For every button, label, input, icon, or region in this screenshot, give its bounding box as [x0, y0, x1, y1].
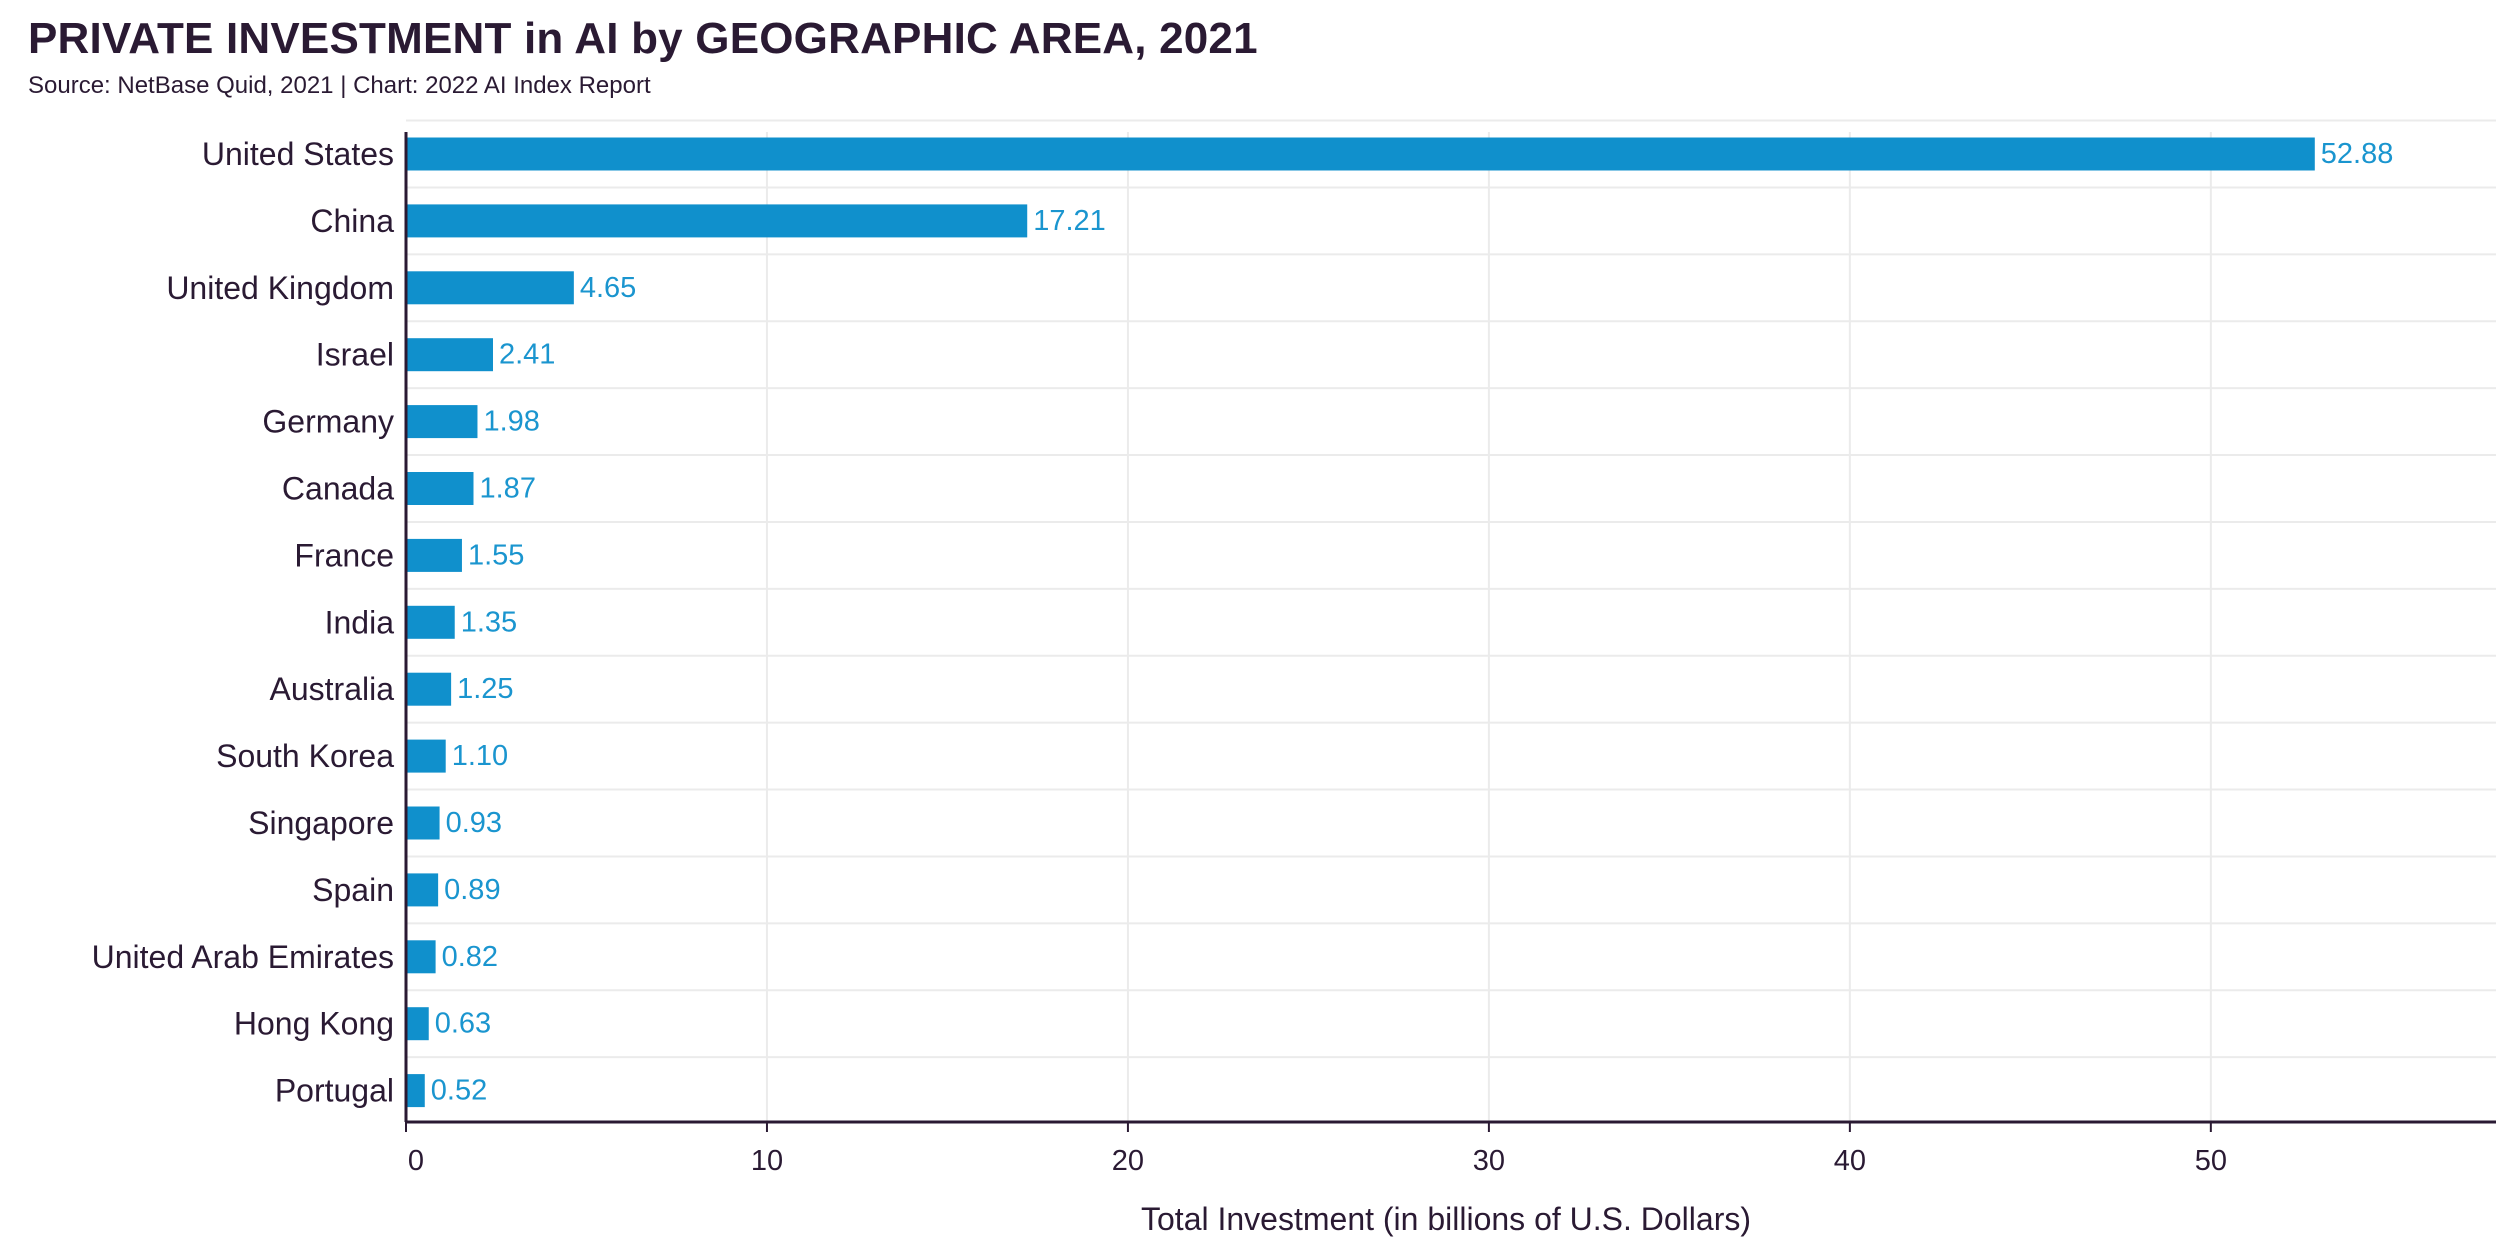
value-label: 52.88	[2321, 138, 2394, 170]
bar	[406, 137, 2315, 171]
value-label: 17.21	[1033, 205, 1106, 237]
x-tick-label: 10	[751, 1145, 783, 1177]
category-label: Germany	[262, 404, 394, 440]
category-label: South Korea	[216, 738, 394, 774]
bar	[406, 1007, 429, 1041]
bar	[406, 806, 440, 840]
category-label: France	[294, 537, 394, 573]
bars-layer: 52.88 17.21 4.65 2.41 1.98 1.87 1.55 1.35 1.25 1.…	[406, 137, 2394, 1108]
x-tick-label: 40	[1834, 1145, 1866, 1177]
value-label: 0.82	[442, 941, 498, 973]
bar	[406, 204, 1028, 238]
value-label: 0.52	[431, 1075, 487, 1107]
value-label: 1.98	[483, 406, 539, 438]
x-tick-label: 0	[408, 1145, 424, 1177]
category-label: United States	[202, 136, 394, 172]
bar	[406, 873, 439, 907]
category-label: Portugal	[275, 1073, 394, 1109]
category-label: Canada	[282, 471, 394, 507]
bar	[406, 338, 493, 372]
axis-layer: United States China United Kingdom Israel Ge…	[92, 132, 2496, 1177]
value-label: 0.89	[444, 874, 500, 906]
bar	[406, 538, 462, 572]
value-label: 1.25	[457, 673, 513, 705]
bar	[406, 405, 478, 439]
x-tick-label: 30	[1473, 1145, 1505, 1177]
value-label: 1.87	[480, 473, 536, 505]
bar	[406, 940, 436, 974]
category-label: China	[310, 203, 394, 239]
category-label: India	[325, 604, 395, 640]
value-label: 2.41	[499, 339, 555, 371]
value-label: 0.93	[446, 807, 502, 839]
x-tick-label: 50	[2195, 1145, 2227, 1177]
bar	[406, 1074, 425, 1108]
category-label: United Kingdom	[166, 270, 394, 306]
x-axis-label: Total Investment (in billions of U.S. Do…	[1141, 1201, 1751, 1237]
x-tick-label: 20	[1112, 1145, 1144, 1177]
grid-layer	[406, 119, 2496, 1122]
bar	[406, 271, 574, 305]
chart-subtitle: Source: NetBase Quid, 2021 | Chart: 2022…	[28, 72, 651, 99]
category-label: Australia	[270, 671, 395, 707]
category-label: Israel	[316, 337, 394, 373]
bar	[406, 739, 446, 773]
category-label: Hong Kong	[234, 1006, 394, 1042]
bar	[406, 605, 455, 639]
bar	[406, 672, 452, 706]
category-label: United Arab Emirates	[92, 939, 394, 975]
category-label: Spain	[312, 872, 394, 908]
value-label: 1.35	[461, 606, 517, 638]
category-label: Singapore	[248, 805, 394, 841]
value-label: 4.65	[580, 272, 636, 304]
value-label: 1.10	[452, 740, 508, 772]
value-label: 1.55	[468, 539, 524, 571]
bar	[406, 472, 474, 505]
value-label: 0.63	[435, 1008, 491, 1040]
chart-title: PRIVATE INVESTMENT in AI by GEOGRAPHIC A…	[28, 14, 1258, 63]
